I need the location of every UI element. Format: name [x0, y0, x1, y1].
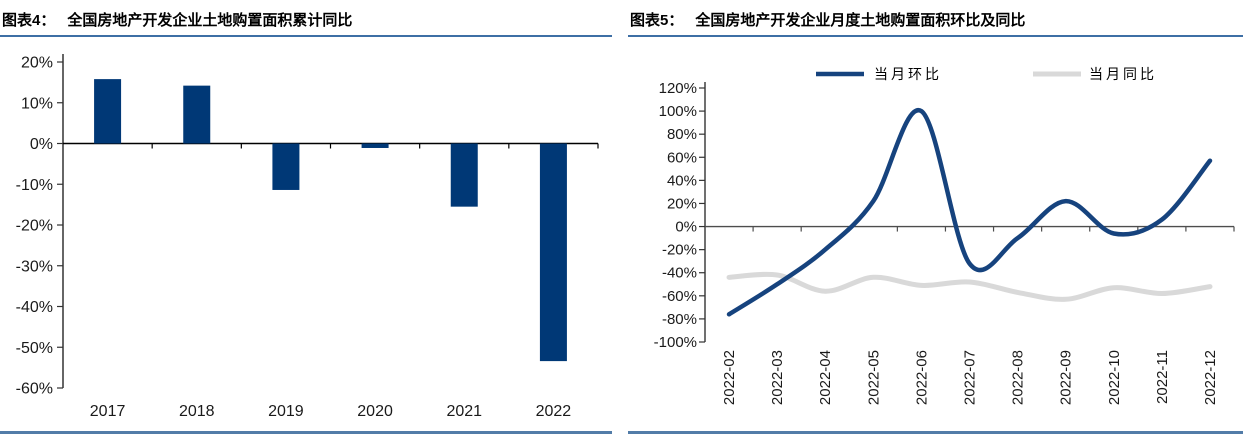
y-tick-label: -20%: [16, 218, 53, 235]
y-tick-label: 120%: [659, 80, 697, 97]
series-line-当月同比: [726, 271, 1213, 302]
y-tick-label: 0%: [30, 136, 53, 153]
x-tick-label: 2022: [536, 403, 572, 420]
x-tick-label: 2022-02: [721, 350, 738, 405]
series-line-当月环比: [726, 107, 1213, 317]
figure5-chart-area: 当月环比 当月同比 120% 100% 80% 60% 40% 20% 0% -20% -40% -6…: [628, 36, 1243, 433]
panel-figure-4: 图表4： 全国房地产开发企业土地购置面积累计同比 20% 10% 0% -10% -20…: [0, 0, 612, 441]
legend: 当月环比 当月同比: [816, 66, 1157, 82]
x-tick-label: 2019: [268, 403, 304, 420]
x-tick-label: 2022-09: [1058, 350, 1075, 405]
x-tick-label: 2017: [90, 403, 126, 420]
y-tick-label: 0%: [675, 219, 697, 236]
bar-2022: [539, 143, 567, 362]
x-tick-label: 2020: [357, 403, 393, 420]
legend-label: 当月环比: [874, 66, 942, 82]
x-tick-label: 2022-04: [817, 350, 834, 405]
bar-2017: [94, 79, 122, 144]
bar-2020: [361, 143, 389, 148]
bar-2019: [272, 143, 300, 190]
y-tick-label: 80%: [667, 126, 697, 143]
figure4-chart-area: 20% 10% 0% -10% -20% -30% -40% -50% -60% 2017 2018…: [0, 36, 612, 433]
figure5-title-text: 全国房地产开发企业月度土地购置面积环比及同比: [695, 12, 1026, 29]
y-tick-label: 40%: [667, 172, 697, 189]
bar-2018: [183, 85, 211, 144]
figure4-title-text: 全国房地产开发企业土地购置面积累计同比: [67, 12, 353, 29]
y-tick-label: -20%: [662, 242, 697, 259]
y-tick-label: 20%: [21, 55, 53, 72]
x-tick-label: 2022-06: [913, 350, 930, 405]
y-tick-label: -100%: [654, 334, 697, 351]
y-tick-label: -30%: [16, 258, 53, 275]
x-tick-label: 2018: [179, 403, 215, 420]
x-tick-label: 2022-05: [865, 350, 882, 405]
figure5-title-prefix: 图表5：: [630, 12, 684, 29]
y-tick-label: 60%: [667, 149, 697, 166]
legend-label: 当月同比: [1089, 66, 1157, 82]
bar-2021: [450, 143, 478, 207]
figure4-bar-chart: 20% 10% 0% -10% -20% -30% -40% -50% -60% 2017 2018…: [16, 54, 599, 420]
x-tick-label: 2022-10: [1106, 350, 1123, 405]
y-tick-label: -40%: [16, 299, 53, 316]
y-tick-label: 20%: [667, 195, 697, 212]
y-tick-label: -10%: [16, 177, 53, 194]
y-tick-label: -60%: [662, 288, 697, 305]
x-tick-label: 2022-07: [962, 350, 979, 405]
figure5-line-chart: 当月环比 当月同比 120% 100% 80% 60% 40% 20% 0% -20% -40% -6…: [654, 66, 1235, 405]
x-tick-label: 2022-12: [1202, 350, 1219, 405]
figure5-footer-rule: [628, 431, 1243, 434]
figure4-footer-rule: [0, 431, 612, 434]
y-tick-label: -80%: [662, 311, 697, 328]
x-tick-label: 2022-08: [1010, 350, 1027, 405]
y-tick-label: 10%: [21, 95, 53, 112]
figure4-title: 图表4： 全国房地产开发企业土地购置面积累计同比: [0, 0, 612, 37]
y-tick-label: 100%: [659, 103, 697, 120]
panel-figure-5: 图表5： 全国房地产开发企业月度土地购置面积环比及同比 当月环比 当月同比 120%…: [628, 0, 1243, 441]
legend-item-mom: 当月环比: [816, 66, 942, 82]
figure5-title: 图表5： 全国房地产开发企业月度土地购置面积环比及同比: [628, 0, 1243, 37]
x-tick-label: 2021: [446, 403, 482, 420]
y-tick-label: -40%: [662, 265, 697, 282]
legend-item-yoy: 当月同比: [1033, 66, 1157, 82]
x-tick-label: 2022-03: [769, 350, 786, 405]
x-tick-label: 2022-11: [1154, 350, 1171, 404]
y-tick-label: -50%: [16, 340, 53, 357]
y-tick-label: -60%: [16, 381, 53, 398]
figure4-title-prefix: 图表4：: [2, 12, 56, 29]
